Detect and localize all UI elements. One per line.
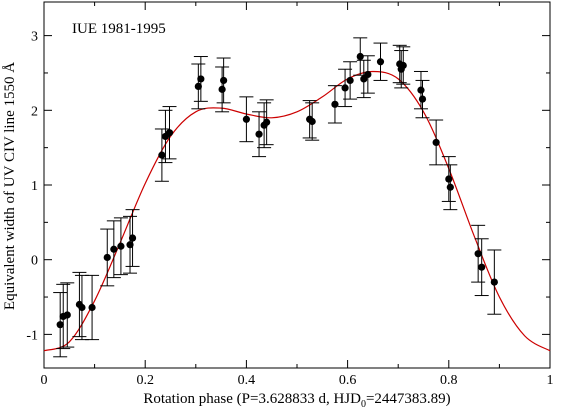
x-axis-label-subscript: 0 [361,399,366,410]
data-point [113,217,128,276]
x-axis-label-main: Rotation phase (P=3.628833 d, HJD [143,391,361,407]
data-point [162,106,177,160]
x-tick-label: 1 [547,373,554,388]
data-marker [399,61,407,70]
data-marker [445,175,453,183]
data-point [259,99,274,146]
data-marker [110,245,118,253]
x-tick-label: 0.6 [339,373,357,388]
data-point [215,66,230,113]
data-marker [197,75,205,83]
y-tick-label: -1 [26,328,38,343]
axis-ticks [43,2,551,368]
y-axis-label: Equivalent width of UV CIV line 1550 Å [2,62,18,310]
data-marker [56,321,64,329]
data-point [193,56,208,102]
data-point [158,109,173,164]
y-tick-label: 1 [31,179,38,194]
data-marker [418,95,427,103]
data-point [471,224,486,283]
data-marker [376,58,385,66]
data-point [60,282,75,348]
fit-curve-layer [43,70,551,352]
data-points-layer [53,37,502,358]
data-point [74,274,89,341]
annotation-label: IUE 1981-1995 [72,21,166,37]
data-point [487,249,502,315]
data-point [327,85,342,124]
data-marker [417,86,425,94]
data-marker [446,183,454,191]
data-point [396,46,411,85]
data-point [216,57,231,104]
data-point [415,79,430,119]
x-tick-label: 0.8 [440,373,458,388]
data-marker [117,242,125,250]
data-marker [490,278,498,286]
data-marker [255,130,263,138]
y-tick-label: 0 [31,254,38,269]
x-tick-label: 0.4 [238,373,256,388]
data-marker [356,52,364,61]
x-tick-label: 0.2 [136,373,154,388]
x-tick-label: 0 [41,373,48,388]
data-point [343,61,358,100]
x-tick-labels: 0 0.2 0.4 0.6 0.8 1 [41,373,554,388]
y-tick-label: 3 [31,30,38,45]
data-marker [341,84,349,92]
data-point [154,128,169,182]
data-point [85,274,100,341]
data-point [123,215,138,274]
data-point [360,55,375,94]
data-marker [242,115,250,123]
data-marker [364,70,372,79]
data-point [106,220,121,279]
data-marker [308,117,316,126]
data-marker [158,151,166,159]
data-marker [331,100,339,108]
data-marker [346,76,354,85]
data-point [441,156,456,202]
data-point [125,209,140,267]
data-point [56,283,71,350]
data-point [239,96,254,143]
x-axis-label: Rotation phase (P=3.628833 d, HJD0=24473… [143,391,450,410]
data-marker [63,311,71,319]
data-marker [474,250,482,258]
data-point [72,271,87,338]
data-point [100,228,115,287]
data-point [474,238,489,297]
data-point [413,70,428,110]
data-marker [218,85,226,93]
data-marker [103,253,111,262]
fit-curve [43,70,551,352]
data-point [353,37,368,76]
data-marker [88,303,96,312]
data-point [443,164,458,211]
data-marker [478,263,486,271]
data-point [429,119,444,166]
data-marker [128,234,137,242]
data-point [373,42,388,81]
data-marker [126,241,134,249]
data-marker [165,129,174,137]
y-tick-label: 2 [31,104,38,119]
data-marker [220,76,228,85]
data-marker [194,82,202,91]
data-point [356,59,371,99]
y-tick-labels: -1 0 1 2 3 [26,30,38,344]
plot-frame [43,1,551,369]
x-axis-label-tail: =2447383.89) [366,391,451,407]
data-point [252,111,267,158]
data-point [191,63,206,110]
data-marker [78,303,86,312]
data-point [53,292,68,358]
data-marker [432,138,440,147]
data-point [305,102,320,141]
data-marker [263,118,271,126]
